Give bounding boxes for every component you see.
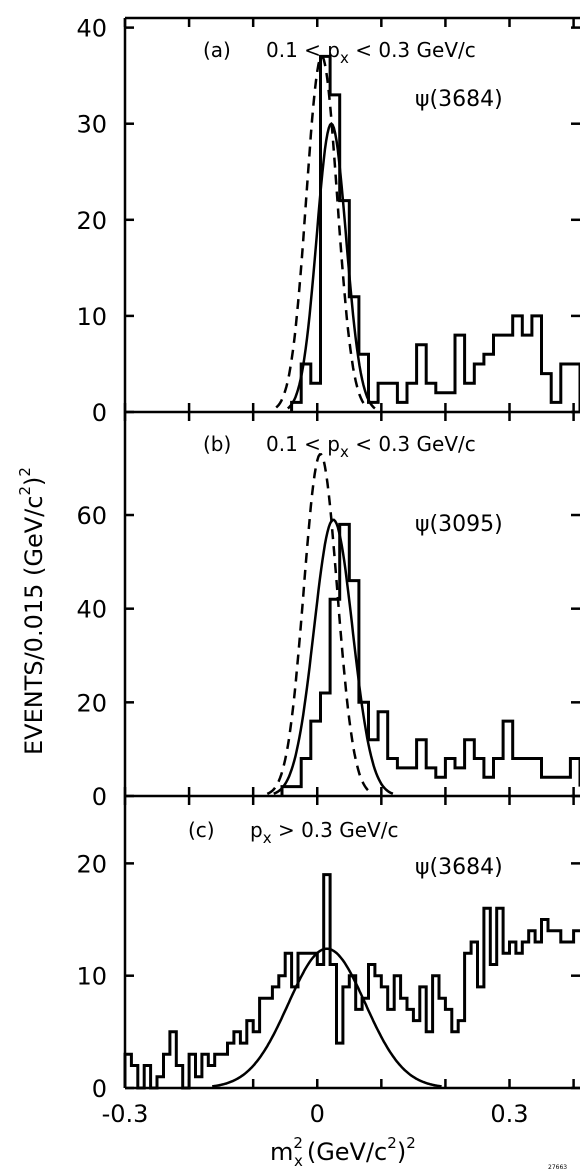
panel-b-cut: 0.1 < px < 0.3 GeV/c [266,432,476,461]
panel-c-tag: (c) [188,818,215,842]
panel-a-dashed-fit-curve [275,55,369,409]
panel-c-fit-curves [211,947,442,1088]
panel-a-y-tick-label: 40 [76,15,107,43]
panel-b-y-tick-label: 0 [92,783,107,811]
panel-c-x-ticks [123,796,575,1088]
panel-a-cut: 0.1 < px < 0.3 GeV/c [266,38,476,67]
panel-b-dashed-fit-curve [266,453,375,796]
panel-a: 0 10 20 30 40 (a) 0.1 < px < 0.3 GeV/c ψ(368… [76,15,580,427]
panel-b-x-ticks [123,412,575,796]
panel-b-y-tick-label: 40 [76,596,107,624]
panel-a-y-ticks: 0 10 20 30 40 [76,15,580,427]
x-tick-labels: -0.3 0 0.3 [102,1100,529,1128]
panel-c-resonance: ψ(3684) [415,855,503,880]
panel-c-solid-fit-curve [211,947,442,1088]
panel-a-solid-fit-curve [286,122,376,410]
panel-a-y-tick-label: 30 [76,111,107,139]
panel-c-y-tick-label: 20 [76,850,107,878]
x-tick-label: 0 [310,1100,325,1128]
x-tick-label: 0.3 [490,1100,528,1128]
y-axis-title: EVENTS/0.015 (GeV/c2)2 [16,467,48,755]
figure-code: 27663 [548,1164,567,1171]
panel-b-solid-fit-curve [273,518,394,795]
panel-a-histogram [290,54,580,412]
panel-c-histogram [123,873,580,1090]
panel-b-tag: (b) [203,432,231,456]
panel-b-y-tick-label: 20 [76,689,107,717]
panel-b-fit-curves [266,453,394,796]
panel-a-fit-curves [275,55,376,410]
panel-b: 0 20 40 60 (b) 0.1 < px < 0.3 GeV/c ψ(3095) [76,412,580,811]
panel-c: 0 10 20 (c) px > 0.3 GeV/c ψ(3684) [76,796,580,1103]
panel-a-x-ticks [123,18,575,412]
panel-a-y-tick-label: 0 [92,399,107,427]
panel-b-resonance: ψ(3095) [415,512,503,537]
x-tick-label: -0.3 [102,1100,149,1128]
panel-c-y-tick-label: 10 [76,963,107,991]
panel-a-tag: (a) [203,38,231,62]
panel-b-y-tick-label: 60 [76,502,107,530]
panel-a-y-tick-label: 10 [76,303,107,331]
panel-b-y-ticks: 0 20 40 60 [76,502,580,811]
panel-a-resonance: ψ(3684) [415,87,503,112]
x-axis-title: m2 x (GeV/c2)2 [270,1134,416,1170]
panel-c-cut: px > 0.3 GeV/c [250,818,398,847]
panel-c-y-tick-label: 0 [92,1075,107,1103]
panel-b-histogram [280,522,580,796]
panel-a-y-tick-label: 20 [76,207,107,235]
